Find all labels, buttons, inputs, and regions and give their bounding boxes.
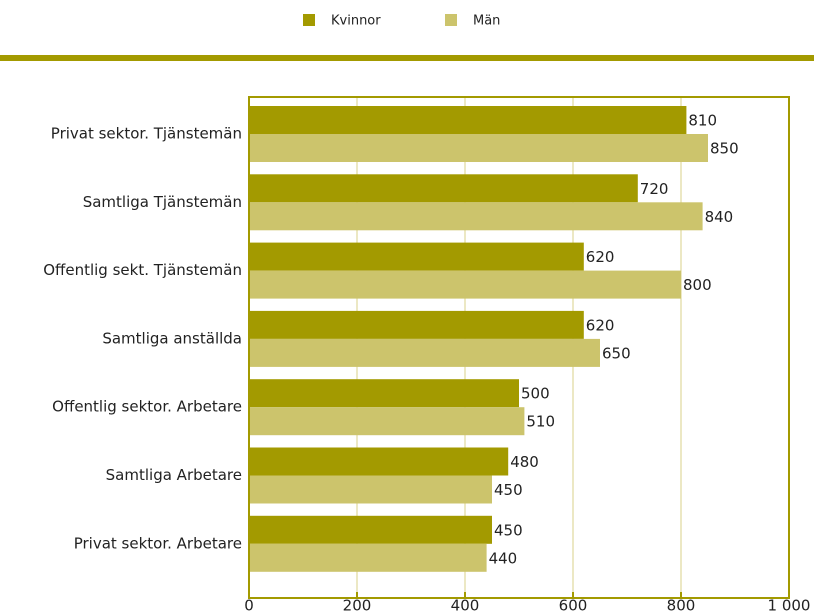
bar bbox=[249, 338, 600, 367]
legend-label: Kvinnor bbox=[331, 14, 381, 29]
bar bbox=[249, 242, 584, 271]
data-label: 480 bbox=[510, 453, 539, 471]
x-tick-label: 0 bbox=[244, 597, 254, 615]
x-tick-label: 200 bbox=[343, 597, 372, 615]
bar bbox=[249, 174, 638, 203]
bar bbox=[249, 543, 487, 572]
x-tick-label: 1 000 bbox=[768, 597, 811, 615]
bar bbox=[249, 407, 525, 436]
plot-frame bbox=[248, 96, 790, 599]
data-label: 450 bbox=[494, 521, 523, 539]
x-tick-label: 800 bbox=[667, 597, 696, 615]
legend-swatch bbox=[445, 14, 457, 26]
y-tick-label: Samtliga Arbetare bbox=[106, 466, 242, 484]
bar bbox=[249, 379, 519, 408]
y-tick-label: Privat sektor. Arbetare bbox=[74, 534, 242, 552]
bar bbox=[249, 106, 687, 134]
legend-label: Män bbox=[473, 14, 500, 29]
bar bbox=[249, 310, 584, 339]
data-label: 720 bbox=[640, 180, 669, 198]
data-label: 800 bbox=[683, 276, 712, 294]
bar bbox=[249, 515, 492, 544]
x-tick-label: 400 bbox=[451, 597, 480, 615]
bar bbox=[249, 447, 509, 476]
data-label: 450 bbox=[494, 481, 523, 499]
data-label: 500 bbox=[521, 385, 550, 403]
y-tick-label: Samtliga anställda bbox=[102, 329, 242, 347]
y-tick-label: Offentlig sektor. Arbetare bbox=[52, 398, 242, 416]
data-label: 620 bbox=[586, 248, 615, 266]
y-tick-label: Offentlig sekt. Tjänstemän bbox=[43, 261, 242, 279]
x-tick-label: 600 bbox=[559, 597, 588, 615]
bar bbox=[249, 475, 492, 504]
data-label: 810 bbox=[688, 112, 717, 130]
legend-swatch bbox=[303, 14, 315, 26]
data-label: 650 bbox=[602, 344, 631, 362]
y-tick-label: Privat sektor. Tjänstemän bbox=[51, 125, 242, 143]
bar bbox=[249, 202, 703, 231]
bar bbox=[249, 134, 708, 162]
header-rule bbox=[0, 55, 814, 61]
y-tick-label: Samtliga Tjänstemän bbox=[83, 193, 242, 211]
data-label: 510 bbox=[526, 413, 555, 431]
bar bbox=[249, 270, 681, 299]
data-label: 850 bbox=[710, 140, 739, 158]
data-label: 840 bbox=[705, 208, 734, 226]
data-label: 620 bbox=[586, 316, 615, 334]
data-label: 440 bbox=[489, 549, 518, 567]
